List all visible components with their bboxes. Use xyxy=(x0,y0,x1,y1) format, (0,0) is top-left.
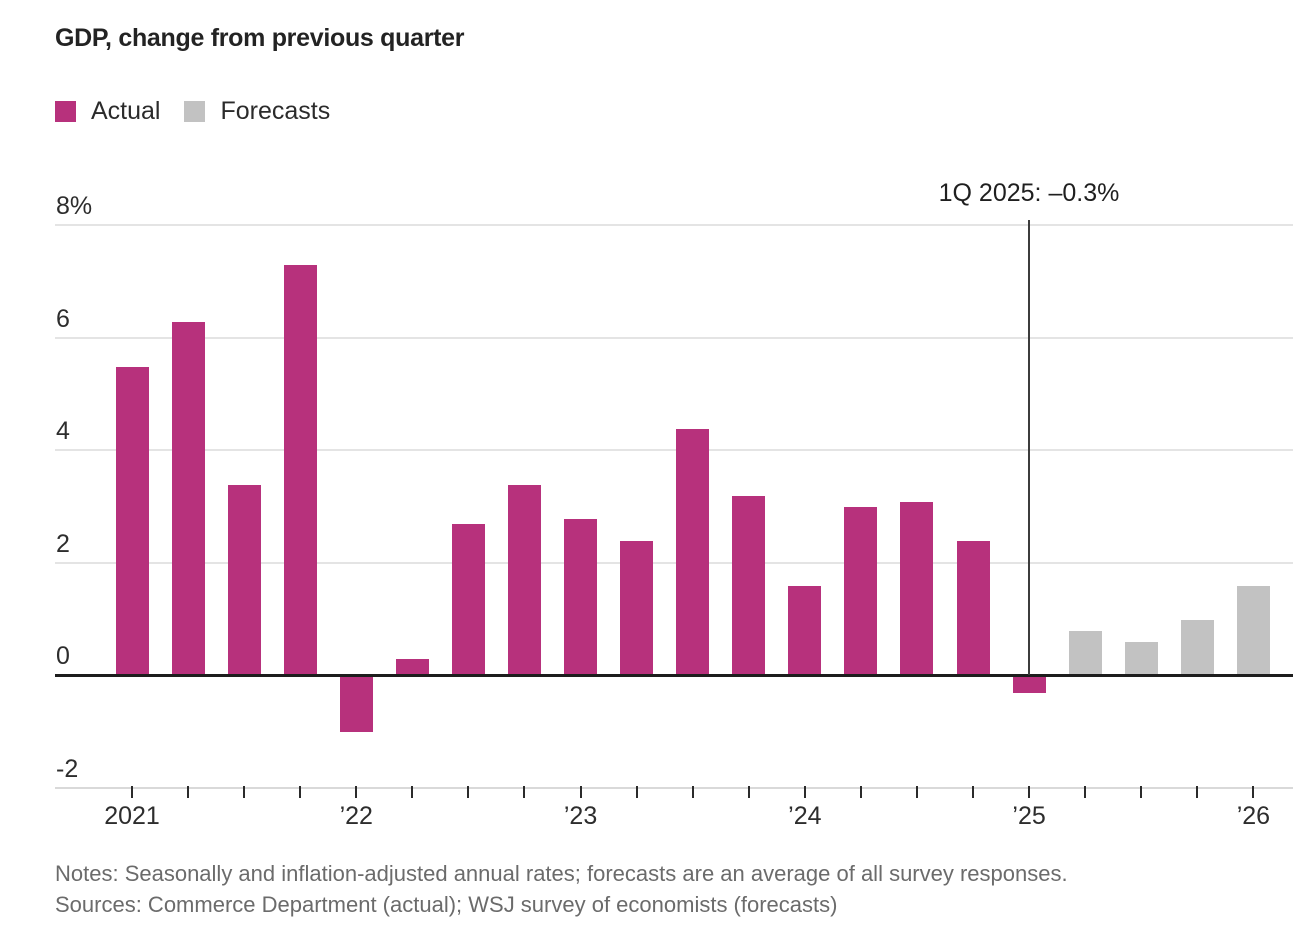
legend-item-forecasts: Forecasts xyxy=(184,97,330,126)
x-axis-tick xyxy=(131,786,133,798)
notes-line: Notes: Seasonally and inflation-adjusted… xyxy=(55,861,1068,886)
bar-2q-2021 xyxy=(171,321,205,676)
legend-label-forecasts: Forecasts xyxy=(220,97,331,125)
bar-2q-2022 xyxy=(395,659,429,676)
bar-1q-2025 xyxy=(1012,676,1046,693)
x-axis-tick xyxy=(915,786,918,798)
y-axis-tick-label: 4 xyxy=(56,417,70,445)
bar-1q-2022 xyxy=(339,676,373,733)
bar-1q-2024 xyxy=(788,586,822,676)
x-axis-tick xyxy=(355,786,358,798)
x-axis-tick xyxy=(747,786,750,798)
y-axis-tick-label: 6 xyxy=(56,304,70,333)
chart-footnotes: Notes: Seasonally and inflation-adjusted… xyxy=(55,858,1068,920)
bar-1q-2021 xyxy=(115,366,149,676)
bar-4q-2021 xyxy=(283,265,317,676)
bar-2q-2025 xyxy=(1068,631,1102,676)
chart-legend: Actual Forecasts xyxy=(55,97,330,126)
bar-4q-2023 xyxy=(732,496,766,676)
legend-label-actual: Actual xyxy=(91,97,161,125)
x-axis-tick xyxy=(1196,786,1199,798)
bar-1q-2023 xyxy=(564,518,598,676)
bar-4q-2025 xyxy=(1180,619,1214,676)
chart-title: GDP, change from previous quarter xyxy=(55,24,465,52)
gridline-2 xyxy=(55,561,1293,564)
y-axis-tick-label: 2 xyxy=(56,529,70,558)
gridline-6 xyxy=(55,336,1293,339)
x-axis-tick xyxy=(1028,786,1031,798)
x-axis-tick xyxy=(523,786,526,798)
y-axis-tick-label: 0 xyxy=(56,642,70,670)
x-axis-tick xyxy=(467,786,470,798)
bar-4q-2024 xyxy=(956,541,990,676)
x-axis-tick xyxy=(187,786,190,798)
x-axis-tick xyxy=(411,786,414,798)
x-axis-tick xyxy=(972,786,975,798)
x-axis-year-label: ’26 xyxy=(1236,802,1271,830)
bar-3q-2022 xyxy=(451,524,485,676)
annotation-line xyxy=(1028,220,1031,675)
x-axis-tick xyxy=(803,786,806,798)
gridline-8 xyxy=(55,224,1293,226)
gridline--2 xyxy=(55,786,1293,789)
bar-3q-2021 xyxy=(227,484,261,676)
gridline-4 xyxy=(55,449,1293,451)
x-axis-year-label: ’22 xyxy=(339,802,373,830)
annotation-label: 1Q 2025: –0.3% xyxy=(938,179,1120,207)
x-axis-tick xyxy=(243,786,246,798)
actual-series-swatch-icon xyxy=(55,101,76,122)
x-axis-tick xyxy=(299,786,302,798)
forecast-series-swatch-icon xyxy=(184,101,206,122)
y-axis-tick-label: -2 xyxy=(56,754,79,783)
x-axis-tick xyxy=(635,786,638,798)
x-axis-year-label: ’25 xyxy=(1012,802,1046,830)
bar-3q-2025 xyxy=(1124,642,1158,676)
bar-2q-2024 xyxy=(844,507,878,676)
bar-2q-2023 xyxy=(620,541,654,676)
bar-3q-2023 xyxy=(676,428,710,676)
bar-3q-2024 xyxy=(900,501,934,676)
x-axis-year-label: ’24 xyxy=(788,802,822,830)
sources-line: Sources: Commerce Department (actual); W… xyxy=(55,892,838,917)
x-axis-tick xyxy=(1252,786,1255,798)
x-axis-tick xyxy=(1140,786,1143,798)
y-axis-tick-label: 8% xyxy=(56,192,93,220)
legend-item-actual: Actual xyxy=(55,97,160,126)
x-axis-tick xyxy=(1084,786,1087,798)
x-axis-tick xyxy=(579,786,582,798)
bar-4q-2022 xyxy=(507,484,541,676)
x-axis-tick xyxy=(859,786,862,798)
bar-1q-2026 xyxy=(1236,586,1270,676)
x-axis-tick xyxy=(691,786,694,798)
x-axis-year-label: ’23 xyxy=(563,802,598,830)
zero-axis-line xyxy=(55,674,1293,677)
x-axis-year-label: 2021 xyxy=(104,802,160,830)
